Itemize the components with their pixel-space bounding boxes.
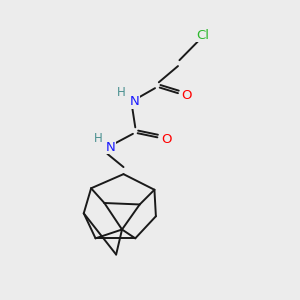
Text: O: O [182, 89, 192, 102]
Text: Cl: Cl [196, 29, 209, 42]
Text: N: N [130, 95, 139, 108]
Text: N: N [106, 141, 116, 154]
Text: H: H [117, 86, 126, 99]
Text: O: O [161, 133, 171, 146]
Text: H: H [94, 132, 102, 145]
